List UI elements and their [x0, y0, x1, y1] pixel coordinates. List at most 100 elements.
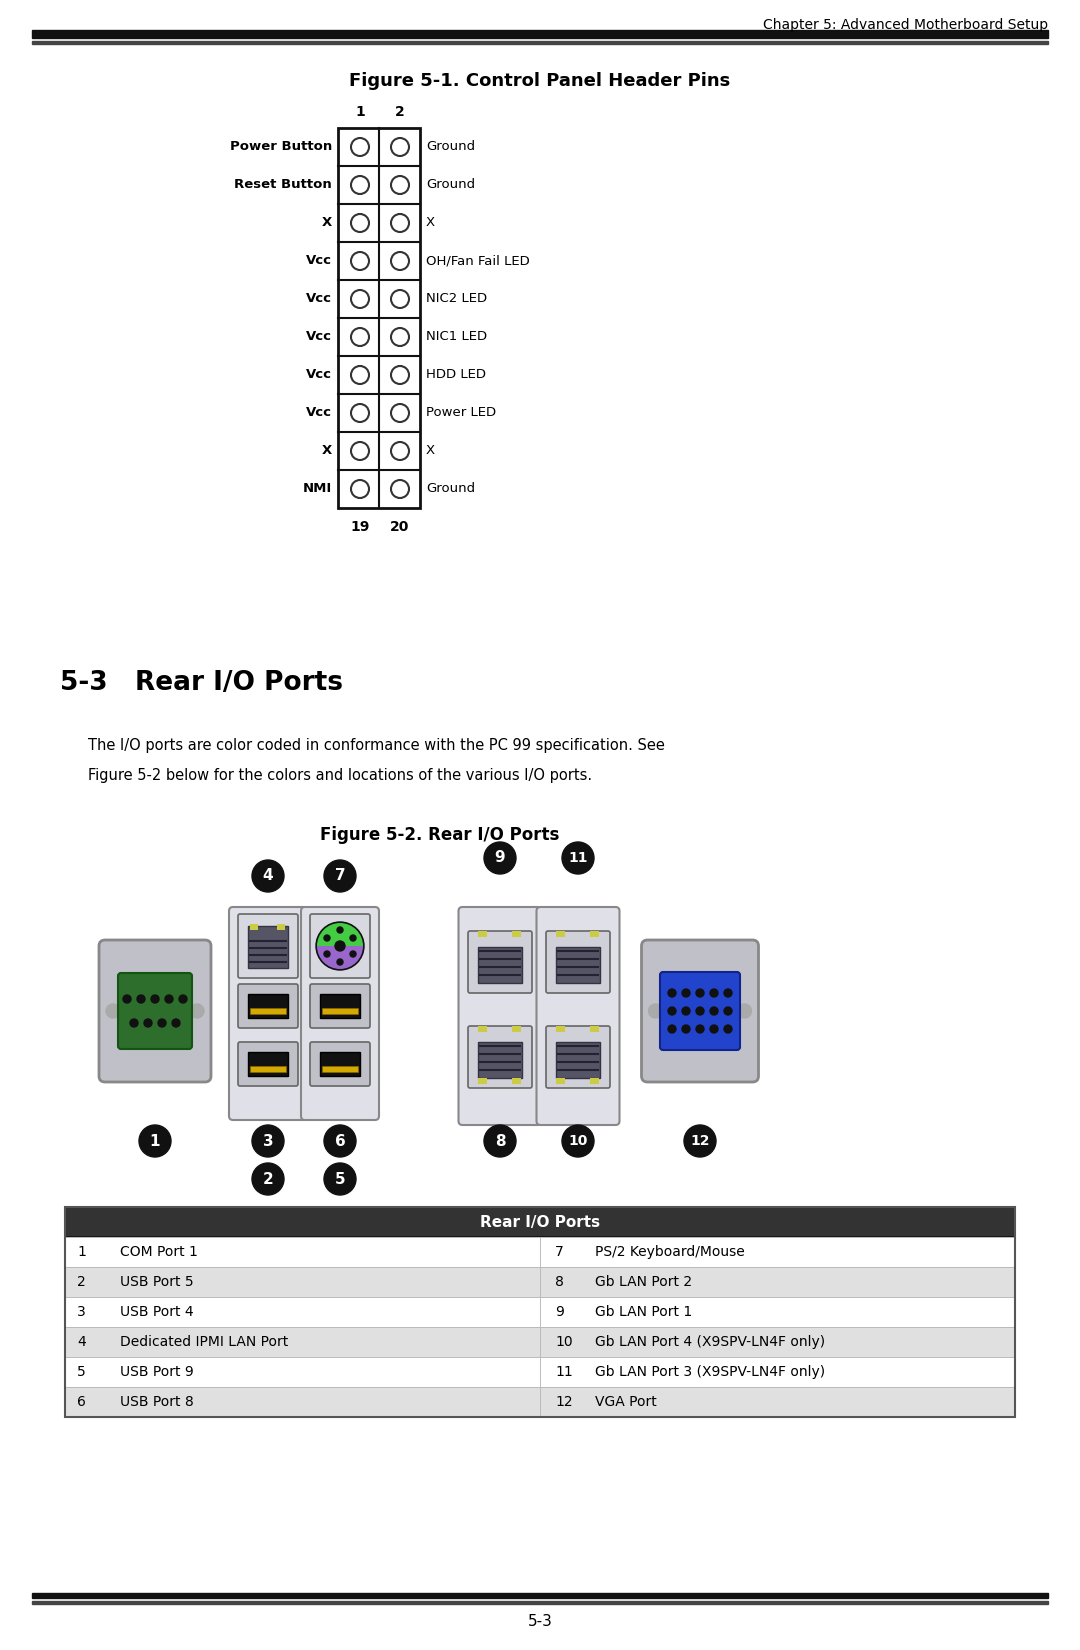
Text: 5: 5	[335, 1172, 346, 1186]
Circle shape	[391, 139, 409, 157]
Text: X: X	[322, 216, 332, 229]
Text: Figure 5-2 below for the colors and locations of the various I/O ports.: Figure 5-2 below for the colors and loca…	[87, 767, 592, 784]
Text: 7: 7	[555, 1246, 564, 1259]
Wedge shape	[318, 922, 363, 945]
Text: 4: 4	[77, 1335, 85, 1350]
Text: Vcc: Vcc	[306, 368, 332, 381]
Circle shape	[681, 1006, 690, 1015]
Circle shape	[669, 988, 676, 997]
Bar	[478, 1026, 487, 1031]
Text: Gb LAN Port 3 (X9SPV-LN4F only): Gb LAN Port 3 (X9SPV-LN4F only)	[595, 1365, 825, 1379]
Circle shape	[696, 1006, 704, 1015]
Circle shape	[351, 404, 369, 422]
Text: NMI: NMI	[302, 482, 332, 495]
Text: 8: 8	[555, 1275, 564, 1289]
Circle shape	[351, 442, 369, 460]
Text: 5-3   Rear I/O Ports: 5-3 Rear I/O Ports	[60, 670, 343, 696]
Text: 1: 1	[150, 1134, 160, 1148]
Text: 12: 12	[690, 1134, 710, 1148]
Text: Vcc: Vcc	[306, 406, 332, 419]
Circle shape	[351, 252, 369, 271]
Circle shape	[324, 1125, 356, 1157]
Bar	[276, 924, 285, 931]
Circle shape	[351, 214, 369, 233]
Bar	[249, 1066, 286, 1072]
Text: Power Button: Power Button	[230, 140, 332, 153]
Circle shape	[710, 1006, 718, 1015]
Circle shape	[351, 177, 369, 195]
Bar	[590, 1026, 599, 1031]
Circle shape	[337, 959, 343, 965]
Text: 9: 9	[495, 850, 505, 866]
Text: 1: 1	[355, 106, 365, 119]
Bar	[512, 931, 521, 937]
Bar	[65, 1267, 1015, 1297]
Bar	[65, 1297, 1015, 1327]
Text: 10: 10	[568, 1134, 588, 1148]
Circle shape	[391, 442, 409, 460]
Text: 2: 2	[262, 1172, 273, 1186]
Text: Gb LAN Port 4 (X9SPV-LN4F only): Gb LAN Port 4 (X9SPV-LN4F only)	[595, 1335, 825, 1350]
Text: Power LED: Power LED	[426, 406, 496, 419]
Circle shape	[123, 995, 131, 1003]
Text: Gb LAN Port 2: Gb LAN Port 2	[595, 1275, 692, 1289]
Text: Ground: Ground	[426, 482, 475, 495]
Bar	[65, 1208, 1015, 1238]
Bar	[249, 924, 258, 931]
Text: 7: 7	[335, 868, 346, 883]
FancyBboxPatch shape	[238, 1043, 298, 1086]
Circle shape	[562, 842, 594, 874]
Text: 11: 11	[555, 1365, 572, 1379]
FancyBboxPatch shape	[301, 908, 379, 1120]
Circle shape	[350, 950, 356, 957]
Bar	[65, 1238, 1015, 1267]
FancyBboxPatch shape	[459, 908, 541, 1125]
Text: 20: 20	[390, 520, 409, 535]
Circle shape	[165, 995, 173, 1003]
Text: 9: 9	[555, 1305, 564, 1318]
Bar	[322, 1008, 357, 1015]
Circle shape	[484, 1125, 516, 1157]
Circle shape	[137, 995, 145, 1003]
Text: Vcc: Vcc	[306, 330, 332, 343]
Text: 5: 5	[77, 1365, 85, 1379]
Circle shape	[391, 366, 409, 384]
FancyBboxPatch shape	[118, 974, 192, 1049]
Circle shape	[710, 1025, 718, 1033]
Circle shape	[391, 480, 409, 498]
FancyBboxPatch shape	[468, 931, 532, 993]
FancyBboxPatch shape	[310, 914, 370, 978]
Bar	[322, 1066, 357, 1072]
Circle shape	[391, 404, 409, 422]
Text: 3: 3	[262, 1134, 273, 1148]
Text: 6: 6	[335, 1134, 346, 1148]
Circle shape	[252, 1163, 284, 1195]
Bar	[32, 1600, 1048, 1604]
Circle shape	[324, 936, 330, 940]
Circle shape	[190, 1003, 204, 1018]
Bar	[65, 1388, 1015, 1417]
Wedge shape	[318, 945, 363, 969]
Circle shape	[151, 995, 159, 1003]
Circle shape	[696, 988, 704, 997]
Bar	[512, 1026, 521, 1031]
Circle shape	[130, 1020, 138, 1026]
Text: 6: 6	[77, 1394, 86, 1409]
Text: 11: 11	[568, 851, 588, 865]
FancyBboxPatch shape	[660, 972, 740, 1049]
Circle shape	[669, 1006, 676, 1015]
Circle shape	[391, 328, 409, 346]
Circle shape	[696, 1025, 704, 1033]
Bar	[32, 30, 1048, 38]
Text: VGA Port: VGA Port	[595, 1394, 657, 1409]
Bar	[320, 1053, 360, 1076]
Bar	[478, 947, 522, 983]
Circle shape	[724, 1025, 732, 1033]
Text: COM Port 1: COM Port 1	[120, 1246, 198, 1259]
Bar	[32, 1592, 1048, 1597]
Circle shape	[391, 290, 409, 309]
Circle shape	[681, 1025, 690, 1033]
Circle shape	[484, 842, 516, 874]
Circle shape	[351, 139, 369, 157]
FancyBboxPatch shape	[642, 940, 758, 1082]
